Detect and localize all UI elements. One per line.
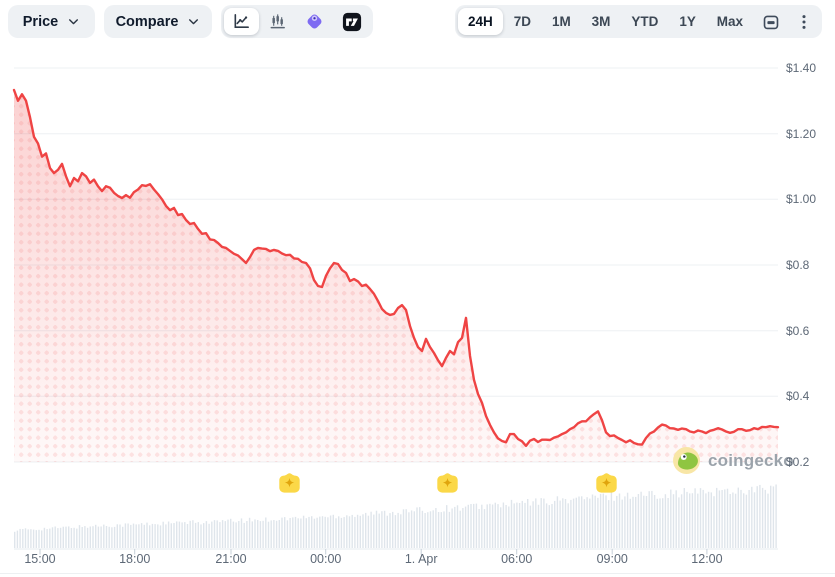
chevron-down-icon <box>189 19 199 25</box>
x-axis-label: 21:00 <box>215 552 247 566</box>
candlestick-chart-icon <box>270 14 285 29</box>
x-axis-label: 09:00 <box>596 552 628 566</box>
range-button-7d[interactable]: 7D <box>504 8 541 35</box>
y-axis-label: $1.20 <box>786 126 817 141</box>
price-dropdown-label: Price <box>22 13 59 30</box>
coingecko-watermark-text: coingecko <box>708 450 794 470</box>
x-axis-label: 00:00 <box>310 552 342 566</box>
price-area-dots <box>14 90 778 462</box>
chart-plot-area[interactable] <box>14 55 778 462</box>
tradingview-chart-type-button[interactable] <box>334 8 370 35</box>
range-button-1y[interactable]: 1Y <box>669 8 706 35</box>
sparkle-badge-icon <box>279 473 301 493</box>
chevron-down-icon <box>69 19 79 25</box>
x-axis-label: 18:00 <box>119 552 151 566</box>
range-button-1m[interactable]: 1M <box>542 8 581 35</box>
highlight-event-marker[interactable] <box>435 471 460 496</box>
x-axis <box>14 548 778 555</box>
line-chart-icon <box>234 14 249 29</box>
range-button-24h[interactable]: 24H <box>458 8 503 35</box>
tradingview-icon <box>342 12 362 31</box>
geckoterminal-icon <box>307 14 322 29</box>
y-axis-label: $0.6 <box>786 323 810 338</box>
time-range-switcher: 24H 7D 1M 3M YTD 1Y Max <box>455 5 822 38</box>
calendar-button[interactable] <box>754 8 788 35</box>
coingecko-watermark: coingecko <box>672 446 794 475</box>
chart-type-switcher <box>221 5 373 38</box>
volume-bars <box>14 484 777 548</box>
highlight-event-marker[interactable] <box>277 471 302 496</box>
price-line <box>12 88 780 448</box>
range-button-max[interactable]: Max <box>707 8 753 35</box>
x-axis-label: 12:00 <box>691 552 723 566</box>
price-dropdown-button[interactable]: Price <box>8 5 95 38</box>
bottom-divider <box>0 573 835 574</box>
x-axis-label: 15:00 <box>24 552 56 566</box>
sparkle-badge-icon <box>596 473 618 493</box>
y-axis-label: $0.2 <box>786 455 810 469</box>
y-axis-label: $0.8 <box>786 258 810 272</box>
y-axis-label: $1.00 <box>786 192 817 207</box>
y-axis-label: $1.40 <box>786 61 817 75</box>
calendar-icon <box>763 15 779 29</box>
range-button-3m[interactable]: 3M <box>582 8 621 35</box>
compare-dropdown-button[interactable]: Compare <box>104 5 212 38</box>
line-chart-type-button[interactable] <box>224 8 259 35</box>
geckoterminal-chart-type-button[interactable] <box>296 8 333 35</box>
x-axis-label: 1. Apr <box>404 552 438 566</box>
y-axis-label: $0.4 <box>786 389 810 404</box>
coingecko-gecko-icon <box>673 447 700 474</box>
sparkle-badge-icon <box>437 473 459 493</box>
range-button-ytd[interactable]: YTD <box>621 8 668 35</box>
compare-dropdown-label: Compare <box>115 13 179 30</box>
x-axis-label: 06:00 <box>501 552 533 566</box>
highlight-event-marker[interactable] <box>594 471 619 496</box>
more-options-button[interactable] <box>789 8 819 35</box>
kebab-menu-icon <box>802 14 806 29</box>
candlestick-chart-type-button[interactable] <box>260 8 295 35</box>
